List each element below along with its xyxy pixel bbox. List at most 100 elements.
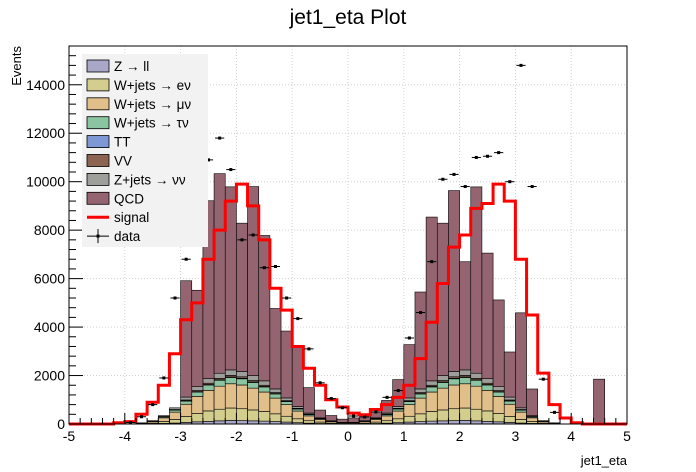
stack-bar <box>191 386 204 391</box>
stack-bar <box>381 400 393 414</box>
data-point <box>486 154 489 158</box>
data-point <box>385 395 389 399</box>
legend-label: data <box>114 229 141 244</box>
stack-bar <box>258 411 271 422</box>
stack-bar <box>448 408 460 421</box>
stack-bar <box>213 372 226 379</box>
data-point <box>229 168 233 172</box>
stack-bar <box>436 222 449 376</box>
stack-bar <box>414 397 427 415</box>
stack-bar <box>224 186 237 371</box>
legend-label: signal <box>114 210 149 225</box>
stack-bar <box>325 415 338 422</box>
stack-bar <box>481 410 494 422</box>
legend-data-marker <box>96 234 100 238</box>
y-tick-label: 6000 <box>34 271 65 287</box>
series-qcd <box>180 173 605 425</box>
stack-bar <box>280 401 293 405</box>
stack-bar <box>202 390 215 412</box>
stack-bar <box>448 371 460 378</box>
data-point <box>251 233 255 237</box>
legend-swatch <box>86 97 110 111</box>
x-tick-label: 5 <box>623 428 631 444</box>
stack-bar <box>269 308 282 390</box>
stack-bar <box>258 391 271 412</box>
stack-bar <box>169 419 181 424</box>
stack-bar <box>470 372 483 379</box>
stack-bar <box>503 396 516 401</box>
legend-label: W+jets → eν <box>114 78 191 93</box>
stack-bar <box>303 415 315 422</box>
stack-bar <box>503 351 516 398</box>
stack-bar <box>481 252 494 379</box>
stack-bar <box>291 408 304 412</box>
data-point <box>273 265 277 268</box>
stack-bar <box>236 420 248 425</box>
stack-bar <box>414 413 427 422</box>
stack-bar <box>303 387 315 414</box>
stack-bar <box>202 384 215 391</box>
stack-bar <box>247 387 260 411</box>
stack-bar <box>269 393 282 399</box>
stack-bar <box>436 387 449 411</box>
stack-bar <box>403 344 416 399</box>
signal-line <box>69 182 627 426</box>
stack-bar <box>213 379 226 387</box>
y-tick-label: 8000 <box>34 222 65 238</box>
stack-bar <box>459 261 472 371</box>
stack-bar <box>236 222 248 372</box>
data-point <box>452 172 456 176</box>
y-axis-title: Events <box>9 46 24 86</box>
data-point <box>541 377 545 381</box>
stack-bar <box>224 369 237 376</box>
stack-bar <box>492 391 505 397</box>
x-tick-label: 2 <box>456 428 464 444</box>
stack-bar <box>503 403 516 417</box>
stack-bar <box>459 420 472 425</box>
stack-bar <box>191 391 204 397</box>
data-point <box>530 185 534 189</box>
stack-bar <box>481 384 494 391</box>
data-point <box>419 311 423 315</box>
stack-bar <box>593 378 605 425</box>
stack-bar <box>247 382 260 389</box>
data-point <box>407 336 411 340</box>
stack-bar <box>414 388 427 393</box>
stack-bar <box>236 384 248 410</box>
x-tick-label: -2 <box>230 428 243 444</box>
stack-bar <box>336 418 349 423</box>
stack-bar <box>425 386 438 393</box>
x-tick-label: 0 <box>344 428 352 444</box>
stack-bar <box>492 413 505 423</box>
stack-bar <box>436 409 449 422</box>
data-point <box>329 397 333 401</box>
data-point <box>307 347 311 351</box>
stack-bar <box>403 415 416 423</box>
x-tick-label: -4 <box>119 428 132 444</box>
data-point <box>463 185 467 189</box>
stacked-histogram <box>135 173 605 425</box>
stack-bar <box>314 419 326 423</box>
data-point <box>519 63 523 67</box>
data-point <box>340 406 344 410</box>
x-tick-label: -1 <box>286 428 299 444</box>
x-tick-label: -3 <box>174 428 187 444</box>
stack-bar <box>436 375 449 381</box>
stack-bar <box>515 312 527 409</box>
y-tick-label: 14000 <box>26 77 65 93</box>
stack-bar <box>314 409 326 419</box>
stack-bar <box>258 235 271 382</box>
x-axis-title: jet1_eta <box>580 453 628 468</box>
stack-bar <box>269 397 282 415</box>
data-point <box>296 317 300 321</box>
legend-label: W+jets → μν <box>114 97 191 112</box>
stack-bar <box>448 420 460 425</box>
data-point <box>207 158 210 162</box>
stack-bar <box>202 378 215 384</box>
data-point <box>262 266 266 270</box>
stack-bar <box>157 415 170 417</box>
legend-label: TT <box>114 135 131 150</box>
legend-swatch <box>86 116 110 130</box>
stack-bar <box>280 330 293 399</box>
